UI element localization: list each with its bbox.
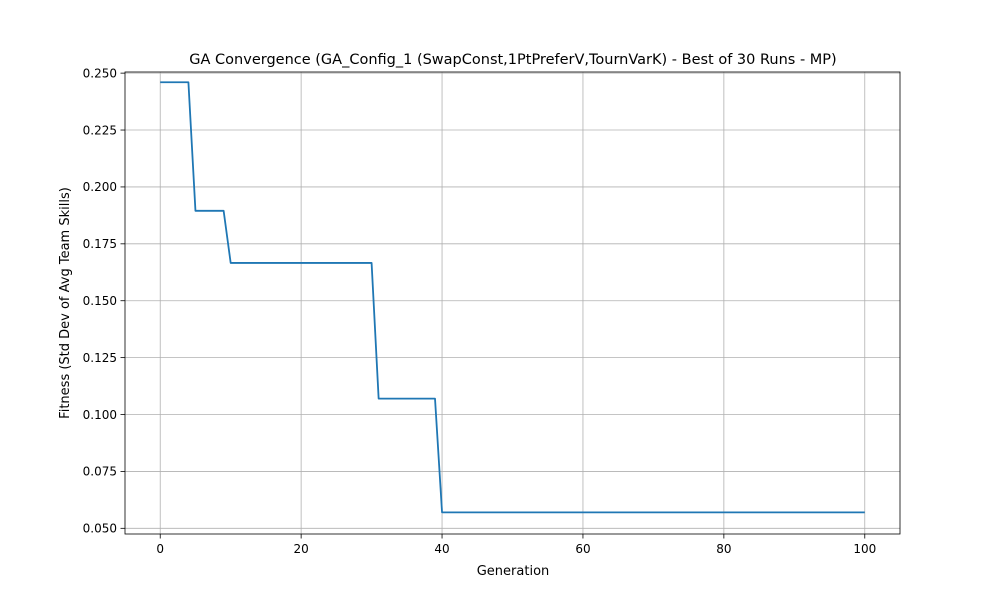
y-tick-label: 0.200 (83, 180, 117, 194)
y-tick-label: 0.225 (83, 123, 117, 137)
y-tick-label: 0.125 (83, 351, 117, 365)
y-axis-ticks: 0.050 0.075 0.100 0.125 0.150 0.175 0.200 0.225… (83, 66, 125, 536)
y-tick-label: 0.150 (83, 294, 117, 308)
series-line-0 (160, 81, 865, 514)
chart-title: GA Convergence (GA_Config_1 (SwapConst,1… (189, 52, 836, 68)
x-tick-label: 60 (575, 542, 590, 556)
y-tick-label: 0.175 (83, 237, 117, 251)
y-tick-label: 0.075 (83, 465, 117, 479)
y-tick-label: 0.050 (83, 522, 117, 536)
x-axis-label: Generation (477, 564, 550, 579)
y-tick-label: 0.250 (83, 66, 117, 80)
x-axis-ticks: 0 20 40 60 80 100 (156, 534, 876, 556)
grid-lines (125, 72, 900, 534)
plot-frame (124, 71, 901, 535)
x-tick-label: 100 (853, 542, 876, 556)
y-tick-label: 0.100 (83, 408, 117, 422)
x-tick-label: 80 (716, 542, 731, 556)
y-axis-label: Fitness (Std Dev of Avg Team Skills) (58, 187, 73, 419)
x-tick-label: 0 (156, 542, 164, 556)
x-tick-label: 20 (293, 542, 308, 556)
x-tick-label: 40 (434, 542, 449, 556)
series-layer (160, 81, 865, 514)
